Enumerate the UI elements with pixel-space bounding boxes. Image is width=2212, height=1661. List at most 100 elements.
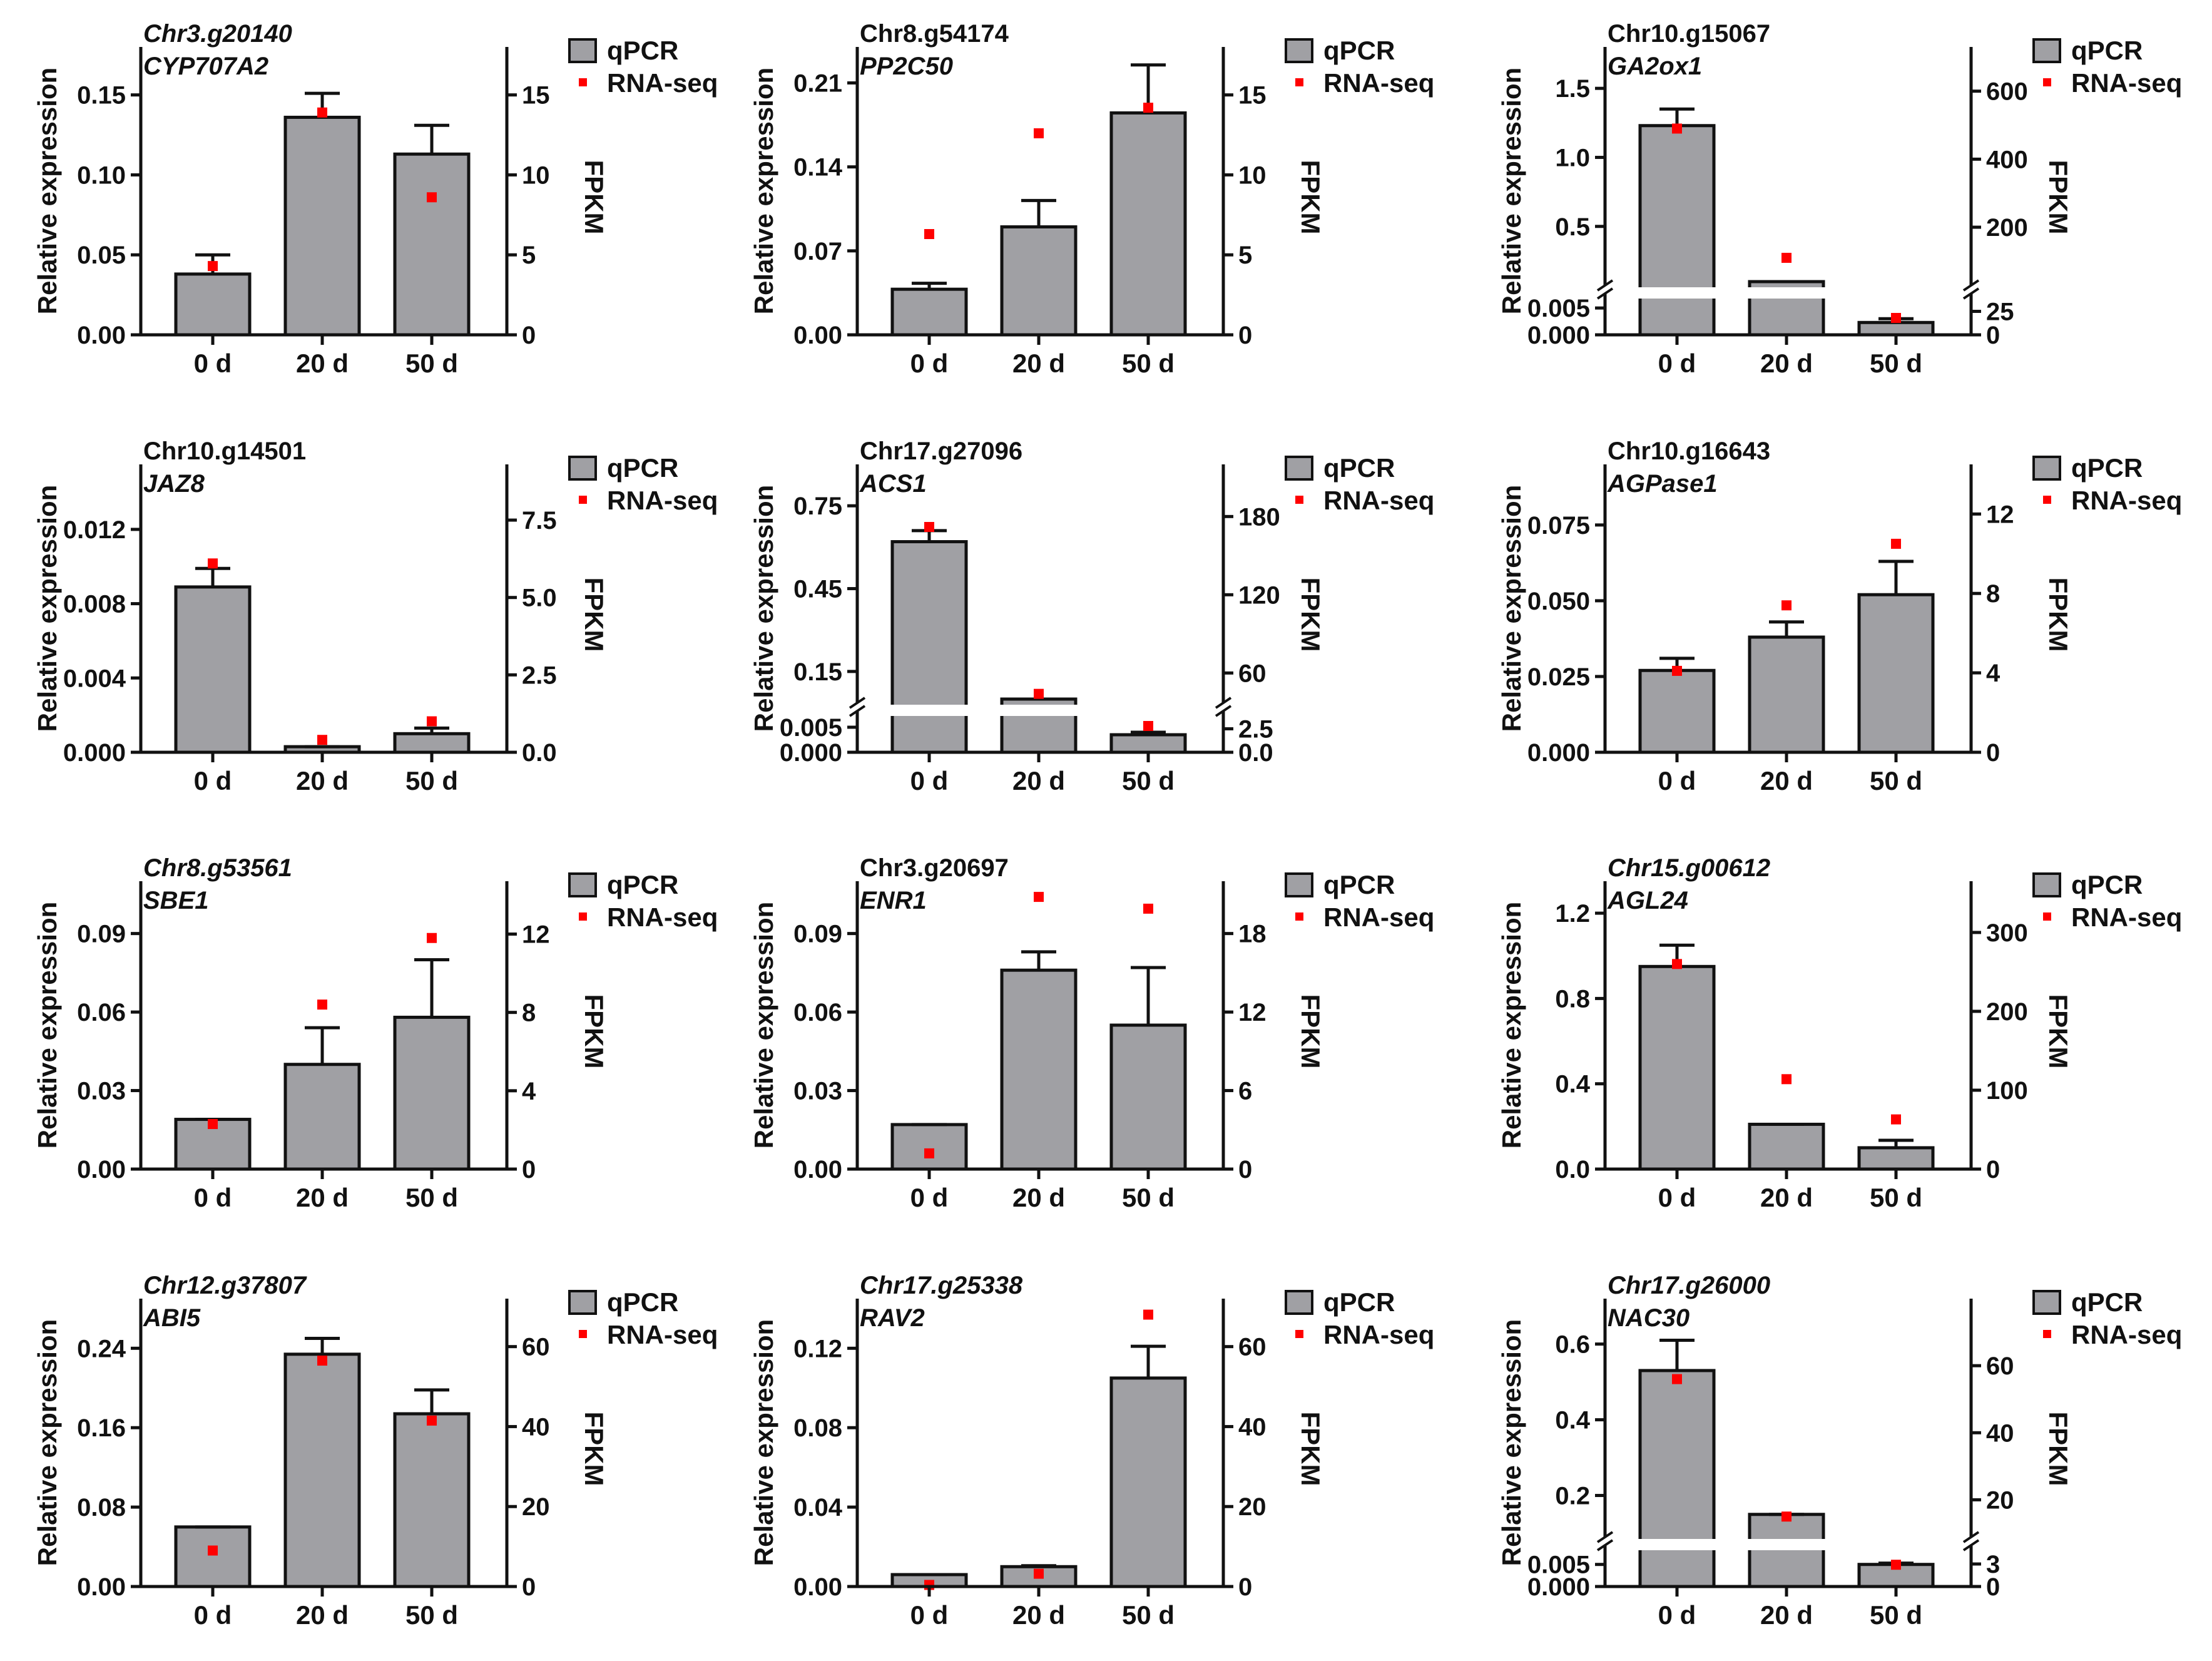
legend-rnaseq-label: RNA-seq: [1323, 486, 1434, 515]
gene-name-label: JAZ8: [143, 470, 205, 498]
point-rnaseq-1: [317, 107, 327, 118]
x-tick-label-0: 0 d: [194, 1183, 232, 1212]
y2-axis-title: FPKM: [1296, 994, 1325, 1069]
legend-rnaseq-swatch: [579, 912, 587, 921]
point-rnaseq-0: [208, 1119, 218, 1130]
x-tick-label-0: 0 d: [910, 766, 949, 795]
gene-id-label: Chr3.g20697: [860, 854, 1009, 882]
point-rnaseq-0: [208, 1545, 218, 1556]
bar-qpcr-2: [393, 1412, 471, 1588]
gene-id-label: Chr17.g27096: [860, 437, 1022, 465]
y2-axis-title: FPKM: [2044, 160, 2073, 235]
bar-qpcr-1: [1748, 1122, 1825, 1171]
x-tick-label-0: 0 d: [910, 349, 949, 378]
legend-qpcr-swatch: [1285, 872, 1313, 897]
x-tick-label-1: 20 d: [1760, 1600, 1813, 1630]
axis-break-band: [1610, 287, 1966, 299]
y-tick-label: 0.24: [77, 1335, 126, 1362]
x-tick-label-1: 20 d: [1012, 1183, 1065, 1212]
axis-break-mark: [1962, 1539, 1980, 1551]
point-rnaseq-2: [1143, 903, 1153, 914]
point-rnaseq-1: [317, 999, 327, 1010]
y-tick-label: 0.025: [1527, 663, 1590, 691]
y2-axis-title: FPKM: [1296, 1412, 1325, 1486]
axis-break-mark: [1596, 279, 1614, 292]
y-axis-title: Relative expression: [33, 902, 62, 1149]
y-axis-title: Relative expression: [1497, 1319, 1526, 1566]
y2-tick-label: 200: [1986, 214, 2028, 242]
y2-tick-label: 0: [522, 1573, 536, 1601]
point-rnaseq-1: [1034, 688, 1044, 699]
y-tick-label: 0.14: [793, 154, 843, 181]
y2-tick-label: 600: [1986, 78, 2028, 106]
axis-break-mark: [1596, 1539, 1614, 1551]
y-tick-label: 0.09: [77, 921, 126, 948]
y-tick-label: 0.005: [1527, 1551, 1590, 1579]
y2-tick-label: 0: [1986, 1156, 2000, 1183]
y2-tick-label: 0: [1986, 322, 2000, 349]
y2-tick-label: 18: [1238, 921, 1267, 948]
chart-panel-agl24: 0 d 20 d 50 d 0.0 0.4 0.8 1.2 0 100 200 300 Relativ…: [1497, 854, 2182, 1212]
point-rnaseq-0: [208, 558, 218, 569]
y-tick-label: 0.06: [793, 999, 842, 1026]
y2-tick-label: 20: [1986, 1486, 2014, 1514]
legend-qpcr-swatch: [1285, 456, 1313, 481]
y-tick-label: 1.0: [1555, 144, 1590, 171]
legend-qpcr-label: qPCR: [1323, 1287, 1395, 1317]
point-rnaseq-2: [427, 192, 437, 203]
point-rnaseq-0: [924, 522, 934, 532]
y2-tick-label: 2.5: [522, 662, 557, 689]
gene-id-label: Chr8.g54174: [860, 20, 1009, 48]
y2-tick-label: 10: [522, 161, 550, 189]
x-tick-label-2: 50 d: [1122, 766, 1175, 795]
legend-rnaseq-swatch: [579, 1330, 587, 1338]
y2-tick-label: 0: [522, 322, 536, 349]
point-rnaseq-1: [1034, 892, 1044, 902]
legend-rnaseq-label: RNA-seq: [2071, 68, 2182, 98]
y2-tick-label: 0: [1238, 322, 1252, 349]
y2-tick-label: 6: [1238, 1078, 1252, 1105]
x-tick-label-2: 50 d: [1122, 1183, 1175, 1212]
point-rnaseq-2: [1143, 103, 1153, 113]
bar-qpcr-2: [1109, 1023, 1187, 1171]
gene-name-label: CYP707A2: [143, 53, 268, 80]
x-tick-label-1: 20 d: [296, 1600, 349, 1630]
y2-tick-label: 12: [1986, 501, 2014, 528]
y2-tick-label: 180: [1238, 503, 1280, 531]
gene-id-label: Chr3.g20140: [143, 20, 292, 48]
y2-tick-label: 5: [522, 242, 536, 269]
point-rnaseq-2: [1891, 1114, 1901, 1125]
y2-tick-label: 15: [1238, 82, 1267, 110]
y2-tick-label: 60: [1986, 1352, 2014, 1380]
legend-qpcr-swatch: [2032, 1290, 2061, 1315]
y2-tick-label: 10: [1238, 161, 1267, 189]
legend-rnaseq-label: RNA-seq: [607, 902, 718, 932]
x-tick-label-0: 0 d: [1658, 766, 1696, 795]
legend-qpcr-label: qPCR: [2071, 453, 2143, 483]
legend-qpcr-swatch: [568, 456, 597, 481]
y-tick-label: 0.012: [63, 516, 126, 544]
y-tick-label: 0.0: [1555, 1156, 1590, 1183]
y2-tick-label: 3: [1986, 1551, 2000, 1578]
bar-qpcr-2: [1857, 1146, 1935, 1171]
y2-tick-label: 40: [1986, 1419, 2014, 1447]
y-tick-label: 0.000: [1527, 739, 1590, 767]
axis-break-mark: [1215, 705, 1232, 717]
bar-qpcr-0: [1638, 668, 1716, 754]
y-tick-label: 0.00: [793, 1573, 842, 1601]
y2-tick-label: 5: [1238, 242, 1252, 269]
axis-break-mark: [849, 705, 866, 717]
legend-rnaseq-label: RNA-seq: [607, 68, 718, 98]
y-tick-label: 0.08: [793, 1414, 842, 1442]
x-tick-label-0: 0 d: [194, 349, 232, 378]
x-tick-label-2: 50 d: [1870, 1600, 1922, 1630]
chart-panel-enr1: 0 d 20 d 50 d 0.00 0.03 0.06 0.09 0 6 12 18 Relativ…: [749, 854, 1434, 1212]
point-rnaseq-2: [1891, 538, 1901, 549]
bar-qpcr-1: [1000, 225, 1078, 337]
y-tick-label: 0.4: [1555, 1407, 1590, 1434]
point-rnaseq-0: [208, 261, 218, 272]
bar-qpcr-2: [1109, 733, 1187, 754]
y2-tick-label: 8: [522, 999, 536, 1027]
